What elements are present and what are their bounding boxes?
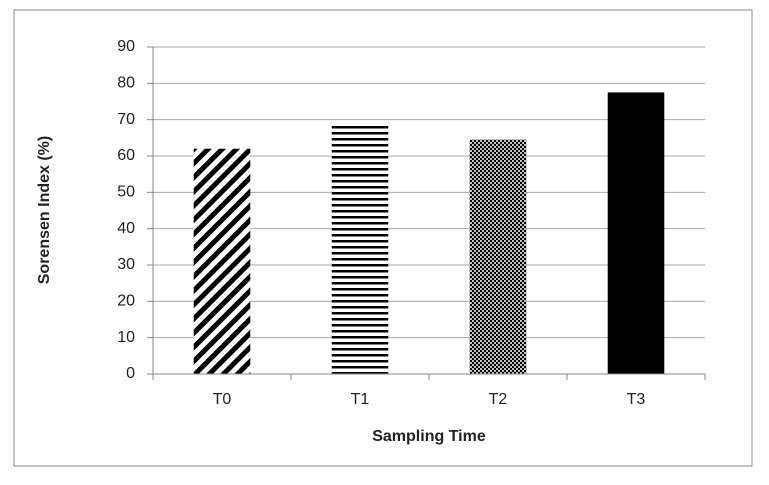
- bar: [607, 92, 665, 375]
- bar: [193, 148, 251, 374]
- y-tick-label: 10: [117, 329, 135, 346]
- y-tick-label: 70: [117, 111, 135, 128]
- y-tick-label: 0: [126, 365, 135, 382]
- x-tick-label: T0: [213, 391, 232, 408]
- y-tick-label: 40: [117, 220, 135, 237]
- bar: [331, 123, 389, 374]
- x-axis-title: Sampling Time: [372, 428, 486, 445]
- y-tick-label: 90: [117, 38, 135, 55]
- y-tick-label: 30: [117, 256, 135, 273]
- y-axis-title: Sorensen Index (%): [36, 136, 53, 284]
- y-tick-label: 50: [117, 184, 135, 201]
- y-tick-label: 80: [117, 75, 135, 92]
- x-tick-label: T2: [489, 391, 508, 408]
- x-tick-label: T1: [351, 391, 370, 408]
- bar: [469, 139, 527, 374]
- y-tick-label: 20: [117, 293, 135, 310]
- y-tick-label: 60: [117, 147, 135, 164]
- x-tick-label: T3: [627, 391, 646, 408]
